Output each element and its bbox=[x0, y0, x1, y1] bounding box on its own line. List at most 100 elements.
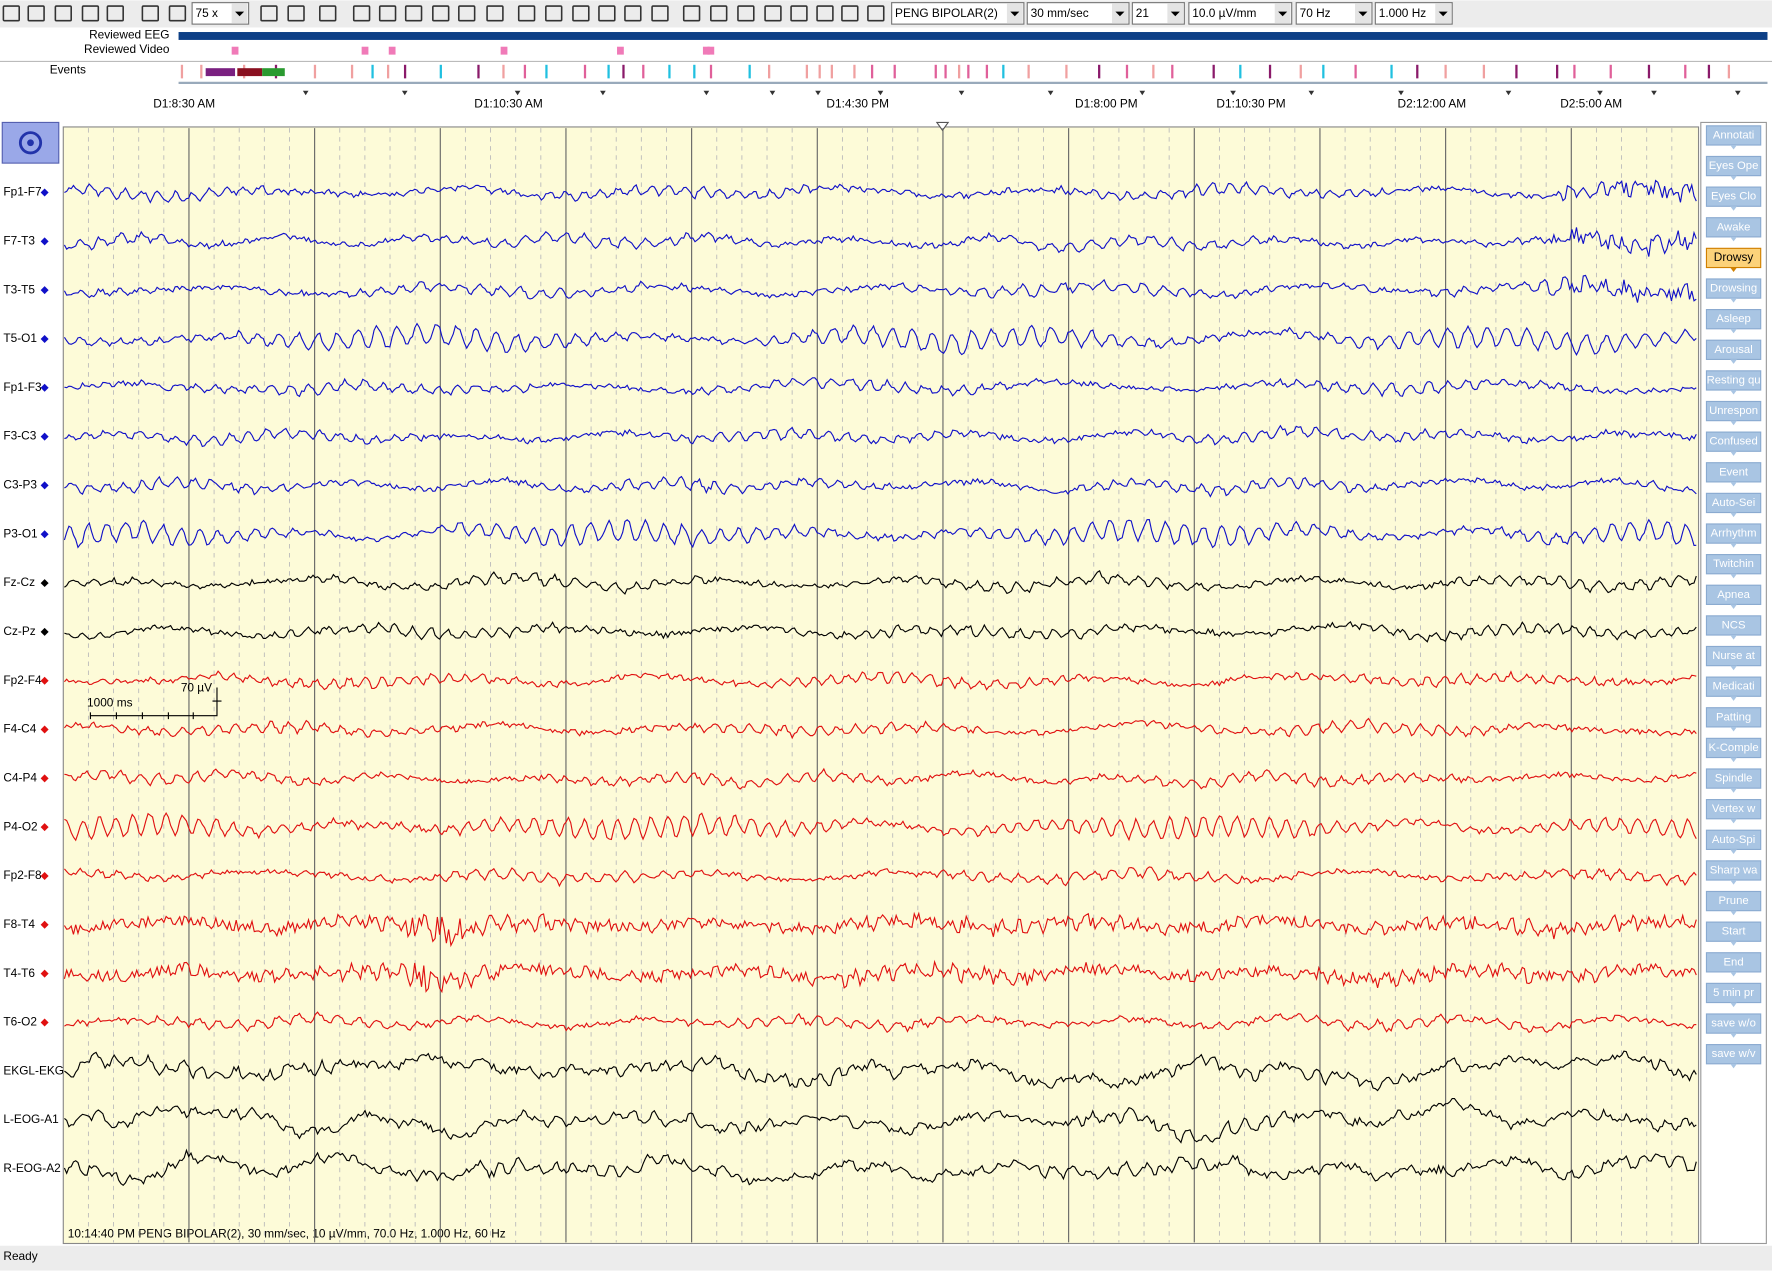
channel-label[interactable]: Fp2-F4 bbox=[3, 673, 42, 687]
toolbar-icon[interactable] bbox=[572, 5, 590, 22]
event-tick[interactable] bbox=[1098, 64, 1101, 79]
dropdown[interactable] bbox=[1374, 2, 1453, 25]
channel-label[interactable]: F7-T3 bbox=[3, 233, 35, 247]
toolbar-icon[interactable] bbox=[790, 5, 808, 22]
event-tick[interactable] bbox=[502, 64, 505, 79]
annotation-button[interactable] bbox=[1705, 247, 1762, 269]
channel-label[interactable]: F3-C3 bbox=[3, 429, 36, 443]
toolbar-icon[interactable] bbox=[486, 5, 504, 22]
dropdown[interactable] bbox=[1188, 2, 1293, 25]
event-tick[interactable] bbox=[985, 64, 989, 79]
toolbar-icon[interactable] bbox=[458, 5, 476, 22]
event-tick[interactable] bbox=[1416, 64, 1419, 79]
dropdown-arrow[interactable] bbox=[235, 11, 245, 17]
event-tick[interactable] bbox=[1322, 64, 1325, 79]
event-tick[interactable] bbox=[853, 64, 856, 79]
toolbar-icon[interactable] bbox=[737, 5, 755, 22]
dropdown-arrow[interactable] bbox=[1170, 11, 1180, 17]
channel-label[interactable]: T6-O2 bbox=[3, 1015, 37, 1029]
toolbar-icon[interactable] bbox=[106, 5, 124, 22]
toolbar-icon[interactable] bbox=[598, 5, 616, 22]
event-tick[interactable] bbox=[1268, 64, 1272, 79]
toolbar-icon[interactable] bbox=[867, 5, 885, 22]
event-tick[interactable] bbox=[1684, 64, 1687, 79]
dropdown-arrow[interactable] bbox=[1010, 11, 1020, 17]
event-tick[interactable] bbox=[607, 64, 610, 79]
channel-label[interactable]: P4-O2 bbox=[3, 819, 37, 833]
event-tick[interactable] bbox=[957, 64, 961, 79]
toolbar-icon[interactable] bbox=[710, 5, 728, 22]
toolbar-icon[interactable] bbox=[287, 5, 305, 22]
channel-label[interactable]: Fz-Cz bbox=[3, 575, 35, 589]
event-tick[interactable] bbox=[830, 64, 833, 79]
dropdown-arrow[interactable] bbox=[1358, 11, 1368, 17]
event-block[interactable] bbox=[237, 68, 263, 77]
channel-label[interactable]: F4-C4 bbox=[3, 722, 36, 736]
dropdown[interactable] bbox=[1295, 2, 1373, 25]
channel-label[interactable]: Cz-Pz bbox=[3, 624, 35, 638]
event-tick[interactable] bbox=[403, 64, 407, 79]
event-tick[interactable] bbox=[934, 64, 937, 79]
channel-label[interactable]: C3-P3 bbox=[3, 478, 37, 492]
event-tick[interactable] bbox=[523, 64, 527, 79]
event-tick[interactable] bbox=[545, 64, 548, 79]
event-tick[interactable] bbox=[583, 64, 587, 79]
toolbar-icon[interactable] bbox=[352, 5, 371, 22]
toolbar-icon[interactable] bbox=[517, 5, 536, 22]
event-tick[interactable] bbox=[642, 64, 645, 79]
event-tick[interactable] bbox=[1125, 64, 1129, 79]
event-tick[interactable] bbox=[1609, 64, 1612, 79]
event-tick[interactable] bbox=[386, 64, 390, 79]
event-tick[interactable] bbox=[1171, 64, 1174, 79]
event-tick[interactable] bbox=[313, 64, 317, 79]
dropdown-arrow[interactable] bbox=[1438, 11, 1448, 17]
toolbar-icon[interactable] bbox=[2, 5, 21, 22]
toolbar-icon[interactable] bbox=[378, 5, 397, 22]
channel-label[interactable]: T4-T6 bbox=[3, 966, 35, 980]
toolbar-icon[interactable] bbox=[545, 5, 563, 22]
event-tick[interactable] bbox=[1707, 64, 1711, 79]
toolbar-icon[interactable] bbox=[432, 5, 450, 22]
toolbar-icon[interactable] bbox=[816, 5, 834, 22]
event-tick[interactable] bbox=[668, 64, 671, 79]
channel-label[interactable]: EKGL-EKG bbox=[3, 1063, 64, 1077]
toolbar-icon[interactable] bbox=[841, 5, 859, 22]
event-tick[interactable] bbox=[709, 64, 713, 79]
event-tick[interactable] bbox=[944, 64, 947, 79]
dropdown[interactable] bbox=[891, 2, 1025, 25]
event-tick[interactable] bbox=[1152, 64, 1155, 79]
event-tick[interactable] bbox=[967, 64, 970, 79]
channel-label[interactable]: L-EOG-A1 bbox=[3, 1112, 59, 1126]
event-tick[interactable] bbox=[180, 64, 184, 79]
toolbar-icon[interactable] bbox=[54, 5, 72, 22]
toolbar-icon[interactable] bbox=[27, 5, 45, 22]
event-tick[interactable] bbox=[350, 64, 354, 79]
event-tick[interactable] bbox=[1390, 64, 1393, 79]
event-tick[interactable] bbox=[1573, 64, 1576, 79]
event-tick[interactable] bbox=[1444, 64, 1447, 79]
event-tick[interactable] bbox=[1002, 64, 1005, 79]
event-tick[interactable] bbox=[1482, 64, 1486, 79]
event-tick[interactable] bbox=[1065, 64, 1068, 79]
event-tick[interactable] bbox=[1212, 64, 1215, 79]
dropdown-arrow[interactable] bbox=[1115, 11, 1125, 17]
toolbar-icon[interactable] bbox=[764, 5, 782, 22]
toolbar-icon[interactable] bbox=[260, 5, 278, 22]
event-tick[interactable] bbox=[1299, 64, 1302, 79]
event-block[interactable] bbox=[262, 68, 285, 77]
channel-label[interactable]: Fp1-F7 bbox=[3, 185, 41, 199]
toolbar-icon[interactable] bbox=[404, 5, 423, 22]
channel-label[interactable]: R-EOG-A2 bbox=[3, 1161, 60, 1175]
event-tick[interactable] bbox=[818, 64, 821, 79]
dropdown[interactable] bbox=[1026, 2, 1130, 25]
channel-label[interactable]: P3-O1 bbox=[3, 526, 38, 540]
channel-label[interactable]: T3-T5 bbox=[3, 282, 35, 296]
toolbar-icon[interactable] bbox=[319, 5, 337, 22]
event-tick[interactable] bbox=[748, 64, 751, 79]
event-tick[interactable] bbox=[805, 64, 809, 79]
event-tick[interactable] bbox=[870, 64, 874, 79]
channel-label[interactable]: C4-P4 bbox=[3, 770, 37, 784]
event-tick[interactable] bbox=[1727, 64, 1731, 79]
toolbar-icon[interactable] bbox=[682, 5, 701, 22]
toolbar-icon[interactable] bbox=[168, 5, 187, 22]
